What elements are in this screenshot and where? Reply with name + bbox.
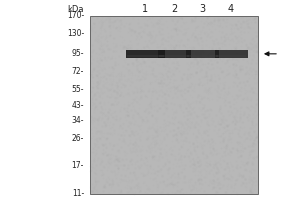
Text: 43-: 43- — [71, 101, 84, 110]
Text: 34-: 34- — [71, 116, 84, 125]
FancyBboxPatch shape — [216, 55, 246, 57]
FancyBboxPatch shape — [187, 55, 218, 57]
Text: 55-: 55- — [71, 85, 84, 94]
FancyBboxPatch shape — [186, 50, 219, 58]
Text: 17-: 17- — [72, 161, 84, 170]
FancyBboxPatch shape — [158, 50, 190, 58]
Text: 72-: 72- — [72, 67, 84, 76]
Text: 11-: 11- — [72, 190, 84, 198]
FancyBboxPatch shape — [127, 55, 164, 57]
FancyBboxPatch shape — [90, 16, 258, 194]
Text: 26-: 26- — [72, 134, 84, 143]
Text: 4: 4 — [228, 4, 234, 14]
Text: kDa: kDa — [68, 5, 84, 14]
FancyBboxPatch shape — [159, 55, 189, 57]
Text: 1: 1 — [142, 4, 148, 14]
Text: 130-: 130- — [67, 29, 84, 38]
FancyBboxPatch shape — [214, 50, 248, 58]
Text: 170-: 170- — [67, 11, 84, 21]
Text: 95-: 95- — [71, 49, 84, 58]
Text: 3: 3 — [200, 4, 206, 14]
FancyBboxPatch shape — [126, 50, 165, 58]
Text: 2: 2 — [171, 4, 177, 14]
